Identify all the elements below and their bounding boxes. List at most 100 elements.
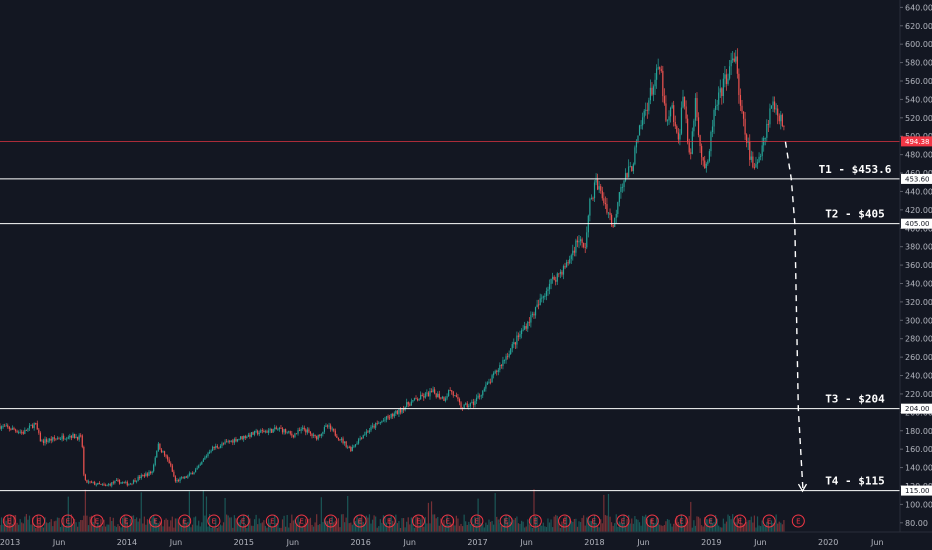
volume-bar — [578, 521, 580, 532]
candle-body — [224, 441, 226, 444]
time-tick-label: 2019 — [701, 538, 721, 547]
candle-body — [505, 356, 507, 361]
candle-body — [415, 398, 417, 400]
volume-bar — [674, 520, 676, 532]
candle-body — [288, 431, 290, 433]
candle-body — [384, 419, 386, 421]
target-level-label: T1 - $453.6 — [819, 163, 892, 176]
volume-bar — [567, 525, 569, 532]
candle-body — [753, 167, 756, 169]
volume-bar — [687, 521, 689, 532]
volume-bar — [0, 525, 1, 532]
candle-body — [101, 484, 104, 486]
volume-bar — [70, 514, 73, 532]
volume-bar — [146, 519, 149, 532]
volume-bar — [0, 517, 3, 532]
volume-bar — [430, 501, 433, 532]
candle-body — [520, 330, 523, 334]
volume-bar — [238, 522, 240, 532]
volume-bar — [118, 526, 121, 532]
volume-bar — [493, 524, 495, 532]
candle-body — [41, 440, 43, 442]
volume-bar — [469, 524, 471, 532]
volume-bar — [42, 527, 45, 532]
volume-bar — [474, 517, 476, 532]
candle-body — [84, 474, 86, 480]
price-tick-label: 600.00 — [905, 40, 932, 49]
target-level-label: T2 - $405 — [825, 208, 885, 221]
candle-body — [269, 428, 271, 431]
candle-body — [506, 356, 509, 358]
candle-body — [303, 427, 305, 430]
candle-body — [533, 313, 535, 316]
volume-bar — [573, 519, 575, 532]
candle-body — [153, 465, 155, 472]
candle-body — [202, 459, 204, 462]
candle-body — [769, 108, 771, 125]
candle-body — [773, 101, 776, 110]
price-candles — [0, 48, 785, 488]
volume-bar — [132, 515, 135, 532]
earnings-marker-label: E — [475, 518, 479, 526]
candle-body — [652, 86, 655, 95]
candle-body — [691, 131, 693, 154]
candle-body — [236, 439, 239, 442]
candle-body — [778, 115, 780, 122]
volume-bar — [744, 522, 746, 532]
candle-body — [258, 432, 260, 435]
volume-bar — [136, 517, 138, 532]
candle-body — [162, 451, 164, 453]
volume-bar — [221, 525, 223, 532]
price-tick-label: 640.00 — [905, 3, 932, 12]
target-level-label: T3 - $204 — [825, 393, 885, 406]
volume-bar — [368, 514, 371, 532]
candle-body — [306, 429, 308, 433]
volume-bar — [472, 523, 475, 532]
candle-body — [628, 166, 630, 178]
volume-bar — [701, 525, 703, 532]
candle-body — [516, 335, 518, 345]
level-price-tag-bg — [901, 485, 932, 496]
current-price-tag-bg — [901, 136, 932, 147]
price-tick-label: 240.00 — [905, 372, 932, 381]
volume-bar — [581, 517, 583, 532]
volume-bar — [112, 517, 114, 532]
volume-bar — [747, 520, 749, 532]
earnings-marker-label: E — [212, 518, 216, 526]
candle-body — [663, 96, 665, 104]
candle-body — [437, 393, 439, 398]
earnings-marker — [61, 514, 75, 528]
volume-bar — [292, 520, 294, 532]
volume-bar — [140, 492, 142, 532]
candle-body — [401, 409, 403, 413]
volume-bar — [224, 497, 226, 532]
earnings-marker — [441, 514, 455, 528]
price-tick-label: 140.00 — [905, 464, 932, 473]
volume-bar — [77, 526, 79, 532]
candle-body — [122, 482, 124, 484]
candle-body — [538, 304, 540, 306]
candle-body — [179, 478, 181, 482]
time-tick-label: Jun — [402, 538, 416, 547]
earnings-marker — [324, 514, 338, 528]
volume-bar — [215, 518, 217, 532]
volume-bar — [615, 514, 617, 532]
candle-body — [612, 225, 614, 227]
candle-body — [688, 142, 690, 153]
volume-bar — [84, 489, 86, 532]
candle-body — [685, 106, 687, 119]
candle-body — [412, 399, 414, 402]
volume-bar — [35, 527, 37, 532]
candle-body — [45, 439, 48, 442]
candle-body — [44, 439, 46, 444]
candle-body — [578, 241, 580, 243]
volume-bar — [612, 525, 614, 532]
volume-bar — [376, 527, 378, 532]
time-tick-label: Jun — [286, 538, 300, 547]
candle-body — [635, 140, 638, 148]
candle-body — [365, 431, 367, 435]
current-price-tag: 494.38 — [905, 138, 930, 146]
volume-bar — [773, 522, 776, 532]
